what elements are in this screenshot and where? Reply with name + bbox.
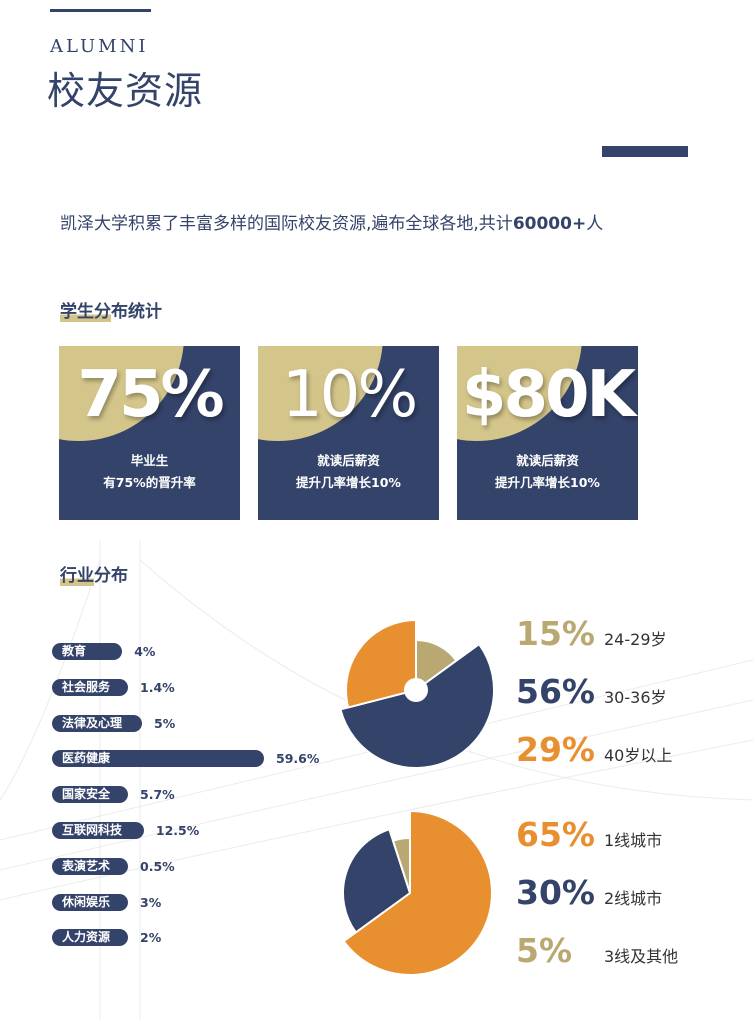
industry-bar: 社会服务 <box>52 678 128 696</box>
decorative-bar <box>602 146 688 157</box>
industry-value: 12.5% <box>155 823 200 838</box>
pie-slice <box>342 809 493 976</box>
pie-legend-item: 30% 2线城市 <box>516 873 663 912</box>
industry-bar: 休闲娱乐 <box>52 893 128 911</box>
stats-heading: 学生分布统计 <box>60 302 162 322</box>
pie-slice <box>391 836 411 894</box>
industry-value: 5.7% <box>140 787 175 803</box>
industry-value: 5% <box>154 715 176 731</box>
intro-text: 凯泽大学积累了丰富多样的国际校友资源,遍布全球各地,共计60000+人 <box>60 214 604 234</box>
stat-card: $80K 就读后薪资 提升几率增长10% <box>457 346 638 520</box>
pie-center-hole <box>404 678 428 702</box>
pie-slice <box>345 618 417 709</box>
alumni-count: 60000+ <box>512 214 587 234</box>
industry-value: 59.6% <box>276 751 320 767</box>
industry-heading: 行业分布 <box>60 566 128 586</box>
pie-legend-item: 15% 24-29岁 <box>516 614 667 653</box>
top-accent-line <box>50 9 151 12</box>
industry-bar-row: 国家安全 5.7% <box>52 786 175 804</box>
pie-legend-item: 5% 3线及其他 <box>516 931 679 970</box>
industry-bar-row: 社会服务 1.4% <box>52 678 175 696</box>
industry-value: 2% <box>140 930 162 946</box>
industry-bar: 医药健康 <box>52 750 264 768</box>
industry-value: 1.4% <box>140 679 175 695</box>
city-pie-chart <box>342 809 493 976</box>
pie-legend-item: 56% 30-36岁 <box>516 672 667 711</box>
industry-value: 0.5% <box>140 858 175 874</box>
industry-bar-row: 人力资源 2% <box>52 929 162 947</box>
pie-legend-item: 65% 1线城市 <box>516 815 663 854</box>
industry-bar-row: 医药健康 59.6% <box>52 750 320 768</box>
stat-card: 75% 毕业生 有75%的晋升率 <box>59 346 240 520</box>
page-title: 校友资源 <box>47 69 204 113</box>
industry-bar: 互联网科技 <box>52 822 144 839</box>
industry-bar-row: 法律及心理 5% <box>52 714 176 732</box>
stat-card: 10% 就读后薪资 提升几率增长10% <box>258 346 439 520</box>
industry-value: 3% <box>140 894 162 910</box>
industry-value: 4% <box>134 644 156 659</box>
industry-bar-row: 表演艺术 0.5% <box>52 857 175 875</box>
industry-bar: 人力资源 <box>52 929 128 947</box>
industry-bar: 表演艺术 <box>52 857 128 875</box>
industry-bar-row: 教育 4% <box>52 643 155 660</box>
industry-bar: 教育 <box>52 643 123 660</box>
pie-slice <box>342 828 412 934</box>
pie-legend-item: 29% 40岁以上 <box>516 730 673 769</box>
industry-bar-row: 休闲娱乐 3% <box>52 893 162 911</box>
industry-bar-row: 互联网科技 12.5% <box>52 822 199 839</box>
age-pie-chart <box>339 618 495 769</box>
pie-slice <box>339 642 495 769</box>
industry-bar: 国家安全 <box>52 786 128 804</box>
industry-bar: 法律及心理 <box>52 714 142 732</box>
section-en-title: ALUMNI <box>50 36 149 57</box>
